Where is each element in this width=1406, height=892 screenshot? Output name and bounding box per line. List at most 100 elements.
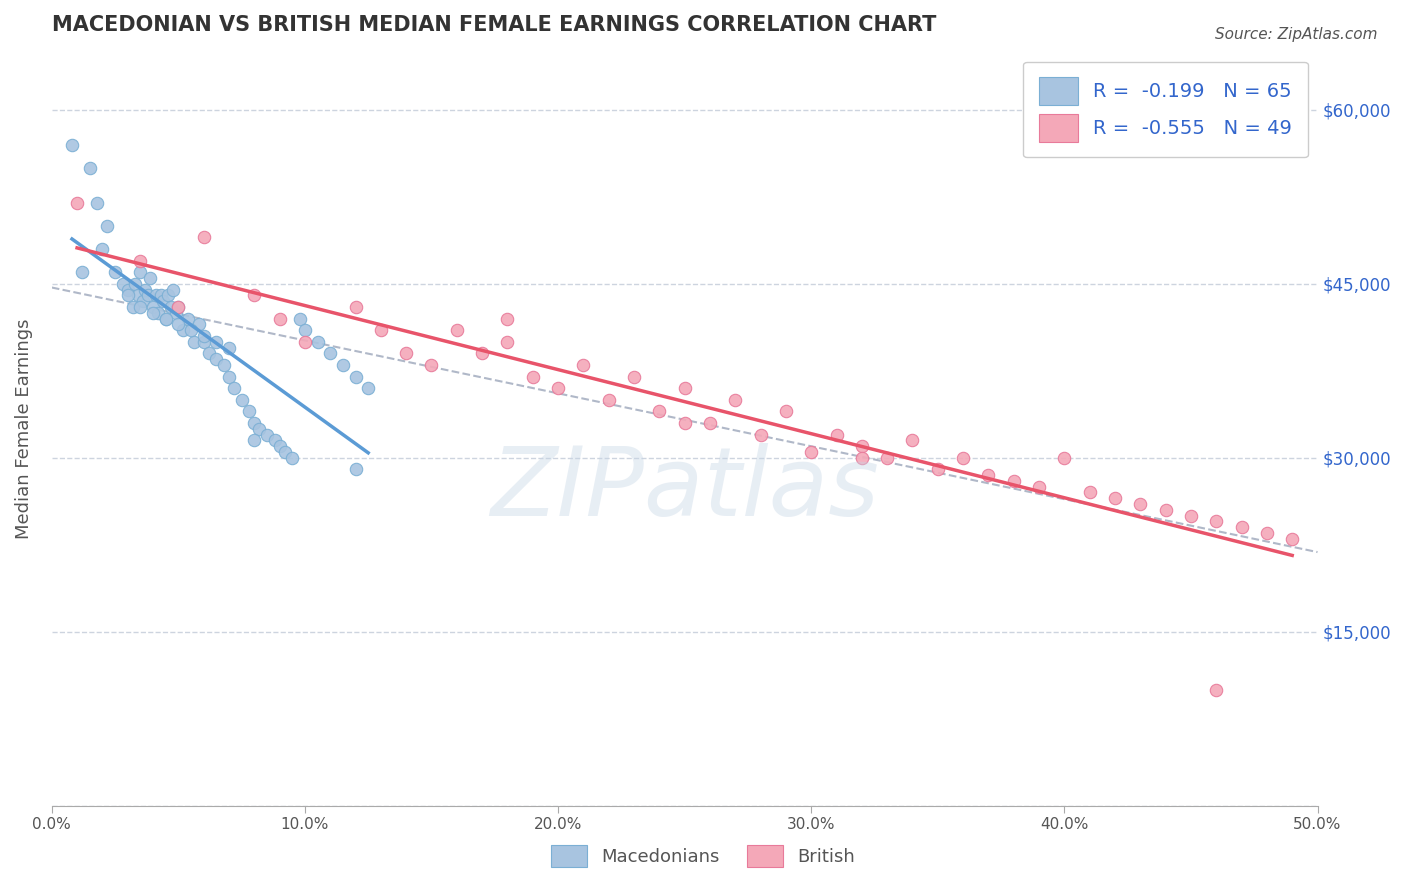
Point bbox=[142, 306, 165, 320]
Point bbox=[238, 404, 260, 418]
Point bbox=[1154, 503, 1177, 517]
Point bbox=[91, 242, 114, 256]
Point bbox=[117, 283, 139, 297]
Point bbox=[218, 341, 240, 355]
Point bbox=[775, 404, 797, 418]
Point bbox=[172, 323, 194, 337]
Point bbox=[139, 271, 162, 285]
Point bbox=[901, 434, 924, 448]
Point bbox=[344, 462, 367, 476]
Point bbox=[273, 445, 295, 459]
Point bbox=[127, 288, 149, 302]
Point bbox=[243, 416, 266, 430]
Point bbox=[96, 219, 118, 233]
Point bbox=[420, 358, 443, 372]
Point bbox=[522, 369, 544, 384]
Point bbox=[344, 300, 367, 314]
Point bbox=[307, 334, 329, 349]
Point bbox=[1205, 682, 1227, 697]
Point bbox=[294, 334, 316, 349]
Point bbox=[1256, 526, 1278, 541]
Point bbox=[1129, 497, 1152, 511]
Point bbox=[193, 329, 215, 343]
Point bbox=[183, 334, 205, 349]
Point bbox=[749, 427, 772, 442]
Point bbox=[132, 294, 155, 309]
Point bbox=[193, 334, 215, 349]
Point bbox=[1281, 532, 1303, 546]
Point bbox=[357, 381, 380, 395]
Point bbox=[177, 311, 200, 326]
Point bbox=[212, 358, 235, 372]
Point bbox=[370, 323, 392, 337]
Point bbox=[167, 300, 190, 314]
Point bbox=[149, 288, 172, 302]
Point bbox=[1002, 474, 1025, 488]
Text: ZIPatlas: ZIPatlas bbox=[491, 442, 879, 535]
Point bbox=[851, 439, 873, 453]
Point bbox=[648, 404, 671, 418]
Legend: R =  -0.199   N = 65, R =  -0.555   N = 49: R = -0.199 N = 65, R = -0.555 N = 49 bbox=[1024, 62, 1308, 157]
Point bbox=[104, 265, 127, 279]
Point bbox=[927, 462, 949, 476]
Point bbox=[572, 358, 595, 372]
Point bbox=[142, 300, 165, 314]
Point bbox=[180, 323, 202, 337]
Point bbox=[332, 358, 354, 372]
Point bbox=[446, 323, 468, 337]
Point bbox=[471, 346, 494, 360]
Point bbox=[187, 318, 209, 332]
Point bbox=[165, 306, 187, 320]
Point bbox=[851, 450, 873, 465]
Point bbox=[205, 352, 228, 367]
Point bbox=[134, 283, 156, 297]
Point bbox=[222, 381, 245, 395]
Point bbox=[263, 434, 285, 448]
Point bbox=[294, 323, 316, 337]
Point bbox=[129, 253, 152, 268]
Point bbox=[1028, 480, 1050, 494]
Y-axis label: Median Female Earnings: Median Female Earnings bbox=[15, 318, 32, 539]
Text: MACEDONIAN VS BRITISH MEDIAN FEMALE EARNINGS CORRELATION CHART: MACEDONIAN VS BRITISH MEDIAN FEMALE EARN… bbox=[52, 15, 936, 35]
Point bbox=[129, 300, 152, 314]
Legend: Macedonians, British: Macedonians, British bbox=[544, 838, 862, 874]
Point bbox=[699, 416, 721, 430]
Point bbox=[155, 311, 177, 326]
Point bbox=[1230, 520, 1253, 534]
Point bbox=[129, 265, 152, 279]
Point bbox=[111, 277, 134, 291]
Point bbox=[66, 195, 89, 210]
Point bbox=[825, 427, 848, 442]
Point bbox=[724, 392, 747, 407]
Point bbox=[1180, 508, 1202, 523]
Point bbox=[86, 195, 108, 210]
Point bbox=[269, 311, 291, 326]
Point bbox=[218, 369, 240, 384]
Point bbox=[673, 381, 696, 395]
Point bbox=[395, 346, 418, 360]
Point bbox=[155, 311, 177, 326]
Point bbox=[167, 318, 190, 332]
Point bbox=[145, 288, 167, 302]
Point bbox=[162, 283, 184, 297]
Point bbox=[243, 434, 266, 448]
Point bbox=[623, 369, 645, 384]
Point bbox=[952, 450, 974, 465]
Point bbox=[344, 369, 367, 384]
Point bbox=[136, 288, 159, 302]
Point bbox=[876, 450, 898, 465]
Point bbox=[281, 450, 304, 465]
Point bbox=[1104, 491, 1126, 506]
Point bbox=[288, 311, 311, 326]
Point bbox=[117, 288, 139, 302]
Point bbox=[205, 334, 228, 349]
Point bbox=[256, 427, 278, 442]
Point bbox=[121, 300, 143, 314]
Point bbox=[146, 306, 169, 320]
Text: Source: ZipAtlas.com: Source: ZipAtlas.com bbox=[1215, 27, 1378, 42]
Point bbox=[243, 288, 266, 302]
Point bbox=[247, 422, 270, 436]
Point bbox=[598, 392, 620, 407]
Point bbox=[197, 346, 219, 360]
Point bbox=[800, 445, 823, 459]
